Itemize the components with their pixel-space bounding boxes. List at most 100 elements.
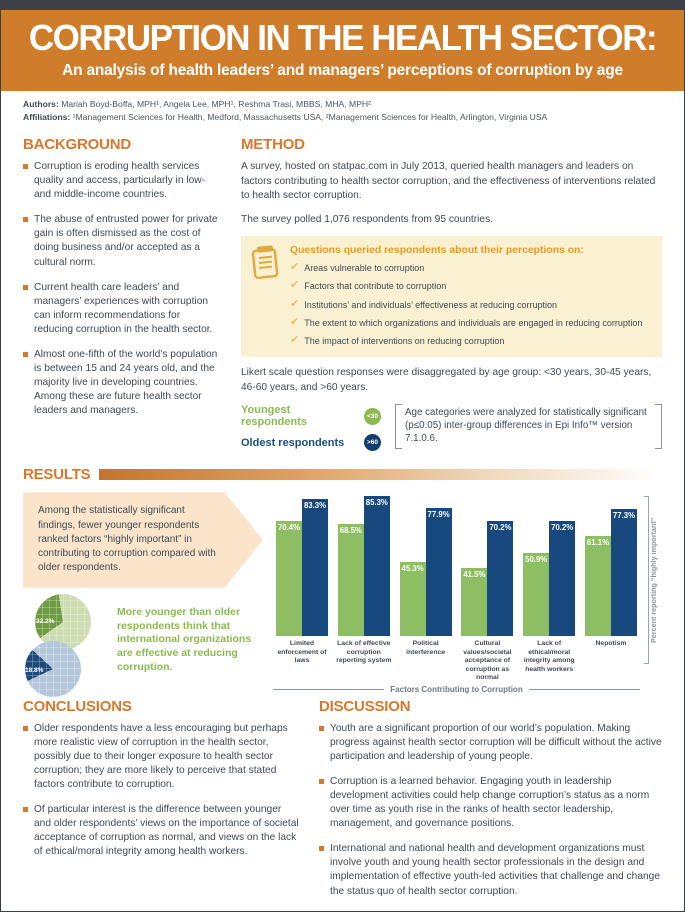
- question-text: Factors that contribute to corruption: [304, 281, 447, 292]
- results-left-column: Among the statistically significant find…: [23, 492, 263, 697]
- method-paragraph-2: The survey polled 1,076 respondents from…: [241, 213, 494, 225]
- conclusions-heading: CONCLUSIONS: [23, 697, 132, 715]
- question-text: Areas vulnerable to corruption: [304, 263, 425, 274]
- discussion-section: DISCUSSION Youth are a significant propo…: [319, 698, 662, 910]
- affiliations-label: Affiliations:: [23, 112, 71, 123]
- bullet-text: Current health care leaders’ and manager…: [34, 281, 213, 335]
- pie-stack: 32.2% 18.8%: [23, 593, 109, 697]
- bar-category-label: Lack of effective corruption reporting s…: [336, 640, 392, 665]
- bullet-square-icon: [319, 846, 324, 852]
- results-body: Among the statistically significant find…: [1, 483, 684, 697]
- x-axis: Factors Contributing to Corruption: [273, 685, 640, 694]
- bullet-square-icon: [23, 284, 28, 290]
- results-gradient-bar: [98, 469, 662, 481]
- bar-value-label: 77.3%: [612, 511, 636, 521]
- bar-value-label: 68.5%: [339, 526, 362, 536]
- check-icon: ✔: [290, 261, 300, 274]
- bar-category-label: Nepotism: [595, 640, 627, 648]
- results-header: RESULTS: [23, 466, 662, 483]
- pie-younger: 32.2%: [35, 593, 91, 650]
- pies-caption: More younger than older respondents thin…: [117, 605, 252, 674]
- conclusions-section: CONCLUSIONS Older respondents have a les…: [23, 698, 301, 910]
- bar-older: 77.3%: [610, 509, 637, 637]
- page-subtitle: An analysis of health leaders’ and manag…: [62, 61, 623, 79]
- affiliations-line: Affiliations: ¹Management Sciences for H…: [23, 111, 662, 125]
- bullet-square-icon: [23, 351, 28, 357]
- question-item: ✔ Factors that contribute to corruption: [290, 280, 642, 292]
- question-text: The impact of interventions on reducing …: [304, 336, 505, 347]
- check-icon: ✔: [290, 334, 300, 347]
- bar-group: 41.5% 70.2% Cultural values/societal accep…: [458, 492, 516, 682]
- authors-block: Authors: Mariah Boyd-Boffa, MPH¹, Angela…: [1, 91, 684, 131]
- legend-younger-label: Youngest respondents: [241, 404, 308, 429]
- top-strip: [1, 1, 684, 10]
- bar-younger: 68.5%: [337, 524, 364, 637]
- pie-younger-value: 32.2%: [36, 617, 55, 625]
- main-columns: BACKGROUND Corruption is eroding health …: [1, 130, 684, 457]
- bullet-square-icon: [23, 725, 28, 731]
- bullet-text: Older respondents have a less encouragin…: [34, 722, 288, 791]
- legend-row-older: Oldest respondents >60: [241, 434, 381, 452]
- results-heading: RESULTS: [23, 466, 91, 484]
- bullet-text: Almost one-fifth of the world’s populati…: [34, 348, 218, 417]
- notepad-icon: [251, 245, 279, 280]
- authors-line: Authors: Mariah Boyd-Boffa, MPH¹, Angela…: [23, 98, 662, 112]
- discussion-bullet: Corruption is a learned behavior. Engagi…: [319, 775, 662, 831]
- question-item: ✔ The extent to which organizations and i…: [290, 315, 643, 329]
- x-axis-line: [273, 688, 385, 690]
- bullet-text: Of particular interest is the difference…: [34, 804, 299, 858]
- bar-younger: 70.4%: [276, 521, 302, 637]
- bar-value-label: 85.3%: [365, 498, 388, 508]
- bullet-square-icon: [23, 217, 28, 223]
- bullet-text: Corruption is eroding health services qu…: [34, 161, 205, 201]
- background-bullet: Corruption is eroding health services qu…: [23, 160, 221, 202]
- bullet-text: The abuse of entrusted power for private…: [34, 214, 218, 268]
- banner: CORRUPTION IN THE HEALTH SECTOR: An anal…: [1, 10, 684, 91]
- y-axis-label-area: Percent reporting “highly important”: [644, 492, 670, 693]
- x-axis-line: [528, 688, 640, 690]
- bar-value-label: 70.4%: [277, 523, 301, 533]
- bar-older: 70.2%: [549, 521, 576, 637]
- check-icon: ✔: [290, 315, 300, 328]
- bullet-text: Youth are a significant proportion of ou…: [330, 722, 662, 762]
- legend-and-note: Youngest respondents <30 Oldest responde…: [241, 404, 662, 457]
- bar-value-label: 77.9%: [427, 510, 450, 520]
- bar-columns: 70.4% 83.3% Limited enforcement of laws 68.…: [273, 492, 640, 682]
- x-axis-label: Factors Contributing to Corruption: [390, 684, 523, 694]
- bullet-square-icon: [319, 778, 324, 784]
- age-legend: Youngest respondents <30 Oldest responde…: [241, 404, 381, 457]
- bar-value-label: 70.2%: [489, 523, 512, 533]
- bar-category-label: Political interference: [406, 640, 446, 656]
- legend-younger-badge: <30: [364, 407, 381, 425]
- bar-value-label: 50.9%: [525, 555, 548, 565]
- bar-chart: 70.4% 83.3% Limited enforcement of laws 68.…: [273, 492, 670, 694]
- page-title: CORRUPTION IN THE HEALTH SECTOR:: [28, 17, 658, 58]
- bar-younger: 50.9%: [523, 553, 550, 637]
- legend-older-label: Oldest respondents: [241, 436, 345, 449]
- conclusions-bullet: Of particular interest is the difference…: [23, 803, 301, 859]
- bar-younger: 45.3%: [399, 562, 426, 637]
- bar-older: 77.9%: [425, 508, 452, 637]
- question-item: ✔ Institutions’ and individuals’ effectiv…: [290, 297, 642, 311]
- analysis-note: Age categories were analyzed for statist…: [395, 404, 662, 449]
- question-text: Institutions’ and individuals’ effective…: [304, 299, 558, 310]
- check-icon: ✔: [290, 297, 300, 310]
- bar-value-label: 70.2%: [551, 523, 574, 533]
- bar-value-label: 83.3%: [303, 501, 327, 511]
- bar-group: 70.4% 83.3% Limited enforcement of laws: [273, 492, 331, 682]
- questions-heading: Questions queried respondents about thei…: [290, 245, 584, 257]
- questions-content: Questions queried respondents about thei…: [290, 245, 642, 347]
- question-text: The extent to which organizations and in…: [304, 317, 643, 328]
- affiliations-text: ¹Management Sciences for Health, Medford…: [70, 112, 548, 123]
- bullet-text: Corruption is a learned behavior. Engagi…: [330, 775, 650, 830]
- bullet-square-icon: [23, 164, 28, 170]
- bar-younger: 61.1%: [584, 536, 611, 637]
- bar-chart-plot: 70.4% 83.3% Limited enforcement of laws 68.…: [273, 492, 640, 694]
- bullet-square-icon: [23, 807, 28, 813]
- background-bullet: The abuse of entrusted power for private…: [23, 213, 221, 269]
- bar-category-label: Lack of ethical/moral integrity among he…: [523, 640, 575, 673]
- bar-group: 61.1% 77.3% Nepotism: [582, 492, 640, 682]
- background-bullet: Almost one-fifth of the world’s populati…: [23, 348, 221, 418]
- background-heading: BACKGROUND: [23, 136, 131, 154]
- authors-text: Mariah Boyd-Boffa, MPH¹, Angela Lee, MPH…: [58, 98, 371, 109]
